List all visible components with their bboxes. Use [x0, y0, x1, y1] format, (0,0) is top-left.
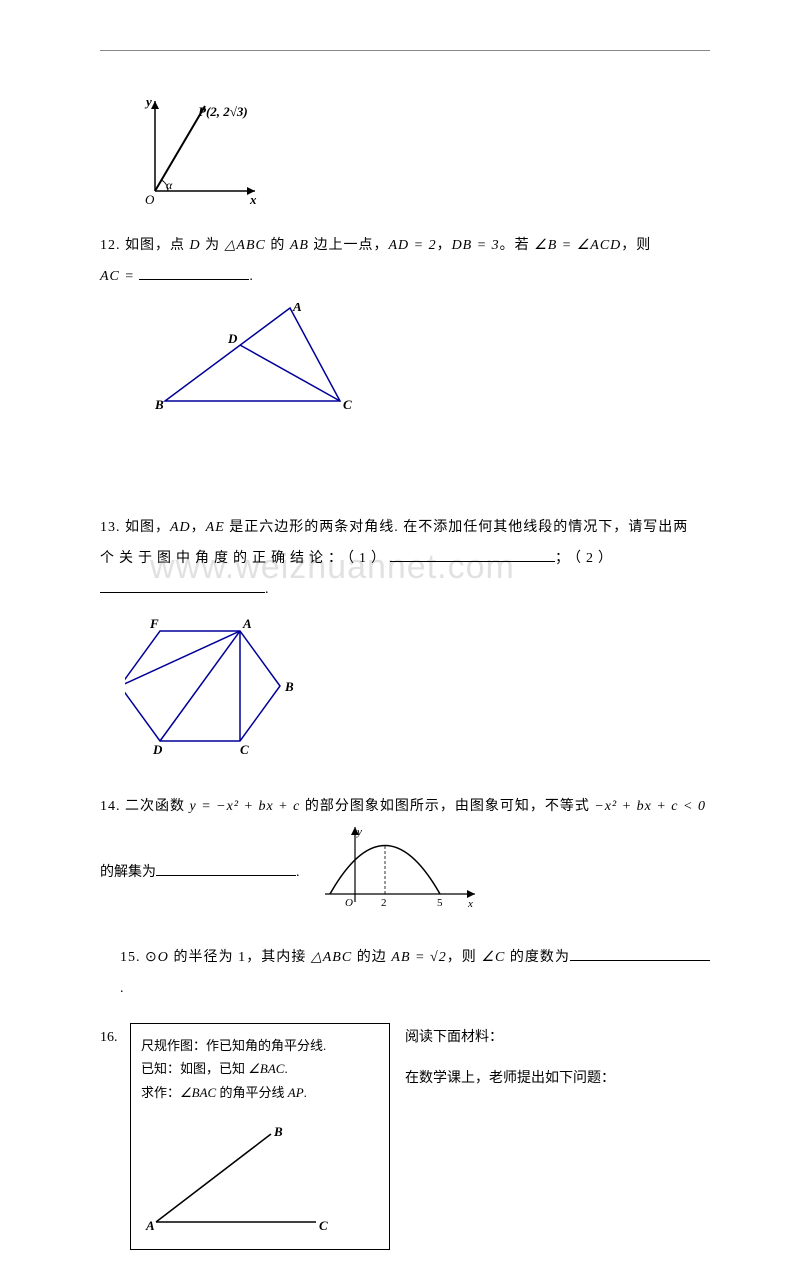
q13-l2pre: 个关于图中角度的正确结论：（1） [100, 551, 390, 566]
q16-r1: 阅读下面材料： [405, 1023, 685, 1054]
q13-t2: 是正六边形的两条对角线. 在不添加任何其他线段的情况下，请写出两 [225, 520, 689, 535]
q16-r2: 在数学课上，老师提出如下问题： [405, 1064, 685, 1095]
svg-text:y: y [356, 826, 362, 838]
q16-number: 16. [100, 1030, 118, 1045]
q16-bl2-pre: 已知：如图，已知 [141, 1061, 248, 1076]
q16-bl2-post: . [284, 1061, 287, 1076]
q15-period: . [120, 981, 125, 996]
q12-period: . [249, 269, 254, 284]
q13-blank1 [390, 548, 555, 562]
q16-bl3-mid: 的角平分线 [216, 1085, 288, 1100]
svg-text:C: C [319, 1218, 328, 1232]
q12-D: D [190, 238, 201, 253]
q12-t5: 。若 [500, 238, 535, 253]
q15-blank [570, 947, 710, 961]
svg-text:C: C [240, 742, 249, 757]
problem-13: 13. 如图，AD，AE 是正六边形的两条对角线. 在不添加任何其他线段的情况下… [100, 513, 710, 773]
svg-text:C: C [343, 397, 352, 412]
q12-t4: ， [437, 238, 452, 253]
q16-box: 尺规作图：作已知角的角平分线. 已知：如图，已知 ∠BAC. 求作：∠BAC 的… [130, 1023, 390, 1251]
q12-t3: 边上一点， [309, 238, 389, 253]
svg-text:2: 2 [381, 897, 387, 909]
svg-text:O: O [145, 192, 155, 207]
q14-mid: 的部分图象如图所示，由图象可知，不等式 [300, 799, 594, 814]
q12-text: 如图，点 [125, 238, 190, 253]
q13-blank2 [100, 579, 265, 593]
problem-16: 16. 尺规作图：作已知角的角平分线. 已知：如图，已知 ∠BAC. 求作：∠B… [100, 1023, 710, 1251]
q12-number: 12. [100, 238, 121, 253]
svg-text:B: B [284, 679, 294, 694]
q12-ab: AB [290, 238, 309, 253]
q15-t2: 的边 [352, 950, 391, 965]
q13-number: 13. [100, 520, 121, 535]
svg-text:5: 5 [437, 897, 443, 909]
q16-bac: ∠BAC [248, 1061, 284, 1076]
svg-text:P(2, 2√3): P(2, 2√3) [198, 104, 248, 119]
q11-diagram: y x O P(2, 2√3) α [130, 91, 710, 216]
q14-number: 14. [100, 799, 121, 814]
svg-text:F: F [149, 616, 159, 631]
q14-blank [156, 862, 296, 876]
q14-fn: y = −x² + bx + c [190, 799, 301, 814]
svg-text:x: x [249, 192, 257, 207]
q12-blank [139, 266, 249, 280]
q15-number: 15. [120, 950, 141, 965]
q14-ineq: −x² + bx + c < 0 [594, 799, 706, 814]
q13-t0: 如图， [125, 520, 170, 535]
q15-pre: ⊙ [145, 950, 158, 965]
q15-o: O [158, 950, 174, 965]
q15-t3: ，则 [447, 950, 482, 965]
svg-text:D: D [152, 742, 163, 757]
svg-text:B: B [273, 1124, 283, 1139]
q12-t1: 为 [201, 238, 225, 253]
svg-text:A: A [292, 303, 302, 314]
q12-tri: △ABC [225, 238, 266, 253]
q16-bl3-post: . [304, 1085, 307, 1100]
svg-text:O: O [345, 897, 353, 909]
header-divider [100, 50, 710, 51]
svg-text:A: A [145, 1218, 155, 1232]
q13-t1: ， [191, 520, 206, 535]
q12-t2: 的 [266, 238, 290, 253]
svg-text:α: α [166, 178, 173, 192]
q16-diagram: A B C [141, 1114, 379, 1239]
q13-ad: AD [170, 520, 191, 535]
problem-14: 14. 二次函数 y = −x² + bx + c 的部分图象如图所示，由图象可… [100, 792, 710, 926]
q12-ad: AD = 2 [388, 238, 436, 253]
q15-tri: △ABC [311, 950, 352, 965]
q16-bl3-pre: 求作： [141, 1085, 180, 1100]
q13-diagram: F A B C D E [125, 616, 710, 774]
q13-period: . [265, 582, 270, 597]
q12-ang: ∠B = ∠ACD [534, 238, 621, 253]
problem-15: 15. ⊙O 的半径为 1，其内接 △ABC 的边 AB = √2，则 ∠C 的… [120, 943, 710, 1005]
q15-ab: AB = √2 [391, 950, 446, 965]
q12-ac: AC = [100, 269, 139, 284]
q12-diagram: A D B C [150, 303, 710, 436]
svg-text:A: A [242, 616, 252, 631]
q13-ae: AE [206, 520, 225, 535]
svg-text:x: x [467, 898, 473, 910]
q16-box-line1: 尺规作图：作已知角的角平分线. [141, 1034, 379, 1057]
q14-diagram: O 2 5 y x [315, 822, 485, 925]
q15-angc: ∠C [481, 950, 505, 965]
q16-bac2: ∠BAC [180, 1085, 216, 1100]
q15-t4: 的度数为 [505, 950, 570, 965]
q12-t6: ，则 [621, 238, 651, 253]
q15-t1: 的半径为 1，其内接 [173, 950, 311, 965]
svg-text:D: D [227, 331, 238, 346]
q14-pre: 二次函数 [125, 799, 190, 814]
q16-right: 阅读下面材料： 在数学课上，老师提出如下问题： [405, 1023, 685, 1095]
svg-text:B: B [154, 397, 164, 412]
q16-ap: AP [288, 1085, 304, 1100]
q14-l2: 的解集为 [100, 865, 156, 880]
q14-period: . [296, 865, 300, 880]
svg-text:y: y [144, 94, 152, 109]
q13-l2post: ；（2） [555, 551, 617, 566]
q12-db: DB = 3 [452, 238, 500, 253]
problem-12: 12. 如图，点 D 为 △ABC 的 AB 边上一点，AD = 2，DB = … [100, 231, 710, 435]
